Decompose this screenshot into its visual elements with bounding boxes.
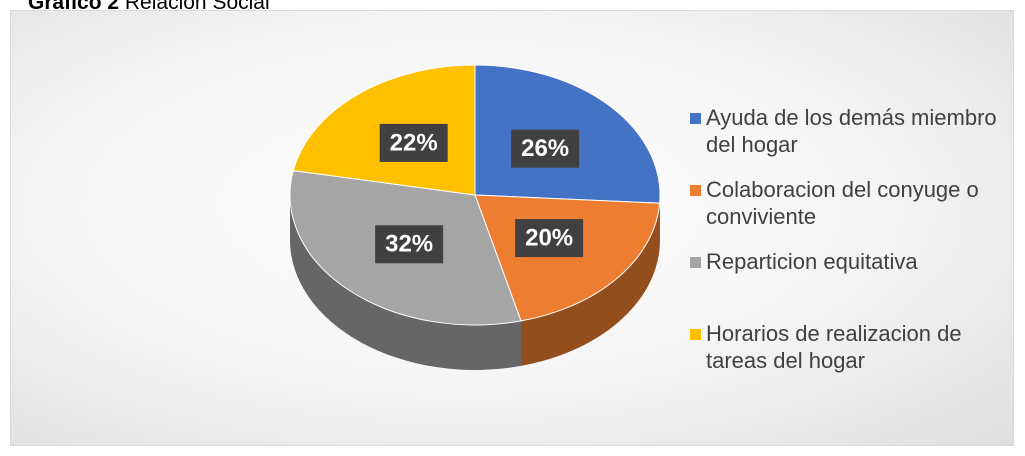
- legend-item: Horarios de realizacion de tareas del ho…: [690, 320, 1025, 392]
- data-label: 32%: [385, 231, 433, 258]
- legend-label: Colaboracion del conyuge o conviviente: [706, 177, 979, 229]
- chart-title: Gráfico 2 Relación Social: [28, 0, 270, 15]
- legend-swatch: [690, 185, 701, 196]
- legend-item: Colaboracion del conyuge o conviviente: [690, 176, 1025, 248]
- data-label: 20%: [525, 224, 573, 251]
- legend: Ayuda de los demás miembro del hogar Cola…: [690, 104, 1025, 392]
- title-text: Relación Social: [124, 0, 270, 14]
- data-label: 26%: [521, 135, 569, 162]
- slice-side: [290, 195, 522, 370]
- label-bg: [375, 225, 444, 264]
- slice-side: [521, 203, 660, 366]
- legend-item: Reparticion equitativa: [690, 248, 1025, 320]
- label-bg: [515, 219, 584, 258]
- legend-swatch: [690, 113, 701, 124]
- label-bg: [511, 129, 580, 168]
- legend-item: Ayuda de los demás miembro del hogar: [690, 104, 1025, 176]
- legend-swatch: [690, 257, 701, 268]
- label-bg: [379, 123, 448, 162]
- title-label: Gráfico 2: [28, 0, 120, 14]
- legend-label: Reparticion equitativa: [706, 249, 918, 274]
- legend-label: Horarios de realizacion de tareas del ho…: [706, 321, 962, 373]
- legend-label: Ayuda de los demás miembro del hogar: [706, 105, 997, 157]
- legend-swatch: [690, 329, 701, 340]
- data-label: 22%: [390, 129, 438, 156]
